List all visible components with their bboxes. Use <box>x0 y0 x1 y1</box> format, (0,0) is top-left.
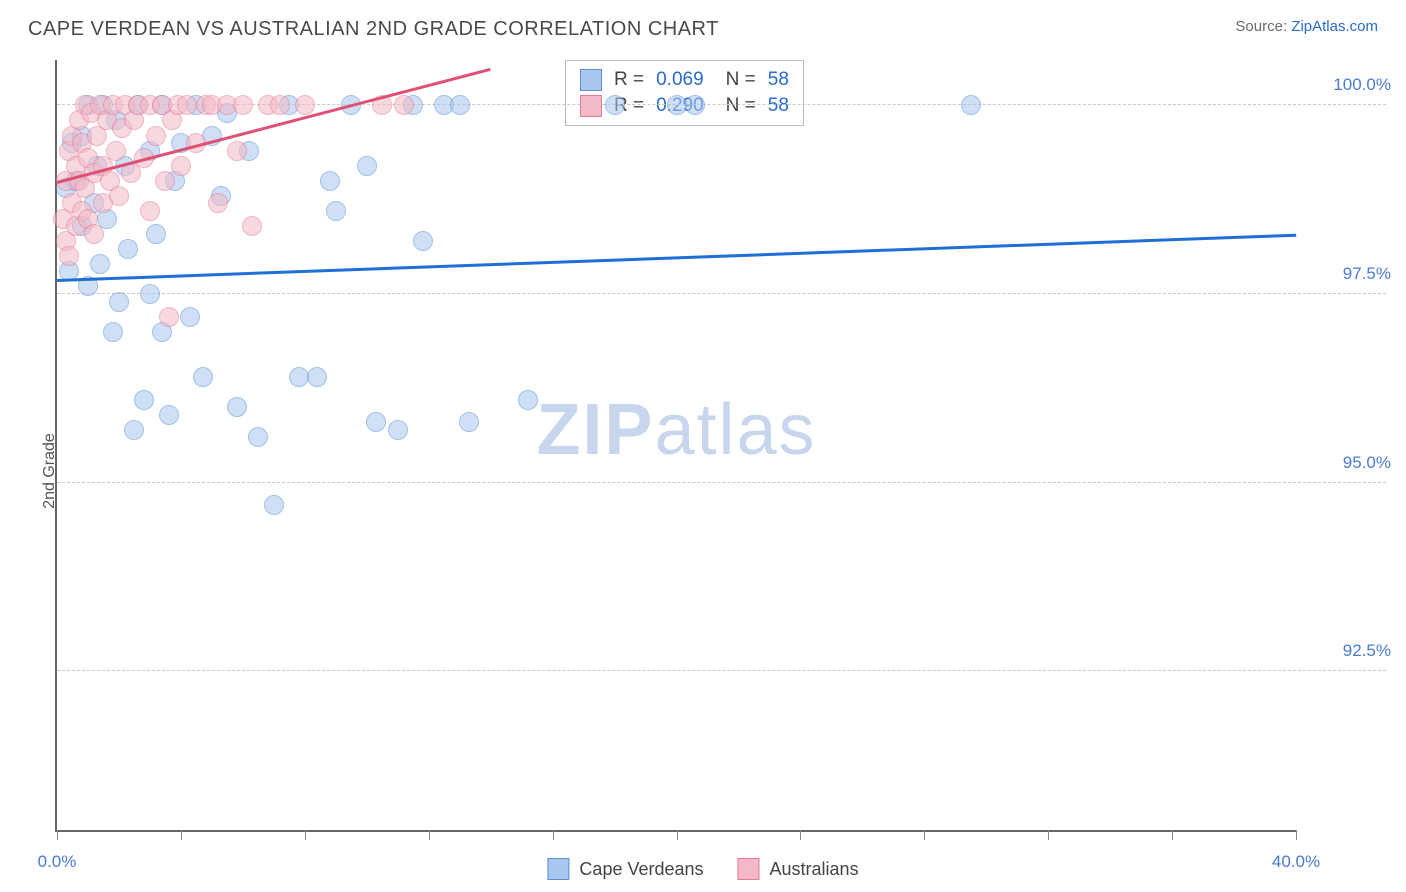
x-tick <box>1296 830 1297 840</box>
data-point-cape-verdeans <box>140 284 160 304</box>
data-point-cape-verdeans <box>109 292 129 312</box>
data-point-cape-verdeans <box>134 390 154 410</box>
correlation-stats-box: R =0.069N =58R =0.290N =58 <box>565 60 804 126</box>
legend: Cape Verdeans Australians <box>547 858 858 880</box>
gridline-h <box>57 670 1386 671</box>
data-point-cape-verdeans <box>685 95 705 115</box>
data-point-cape-verdeans <box>248 427 268 447</box>
data-point-australians <box>140 201 160 221</box>
data-point-cape-verdeans <box>450 95 470 115</box>
y-tick-label: 97.5% <box>1343 264 1391 284</box>
chart-area: 2nd Grade ZIPatlas R =0.069N =58R =0.290… <box>0 50 1406 892</box>
x-tick <box>553 830 554 840</box>
data-point-australians <box>242 216 262 236</box>
legend-swatch-blue <box>547 858 569 880</box>
data-point-cape-verdeans <box>357 156 377 176</box>
data-point-cape-verdeans <box>605 95 625 115</box>
data-point-cape-verdeans <box>459 412 479 432</box>
x-tick-label: 40.0% <box>1272 852 1320 872</box>
data-point-cape-verdeans <box>413 231 433 251</box>
plot-region: ZIPatlas R =0.069N =58R =0.290N =58 92.5… <box>55 60 1296 832</box>
data-point-australians <box>171 156 191 176</box>
data-point-cape-verdeans <box>961 95 981 115</box>
data-point-australians <box>295 95 315 115</box>
data-point-australians <box>106 141 126 161</box>
legend-label: Australians <box>770 859 859 880</box>
gridline-h <box>57 482 1386 483</box>
data-point-cape-verdeans <box>124 420 144 440</box>
data-point-cape-verdeans <box>146 224 166 244</box>
stats-swatch <box>580 69 602 91</box>
y-tick-label: 95.0% <box>1343 453 1391 473</box>
stats-n-value: 58 <box>768 69 789 91</box>
watermark-bold: ZIP <box>536 390 654 470</box>
legend-label: Cape Verdeans <box>579 859 703 880</box>
trend-line-cape-verdeans <box>57 234 1296 282</box>
data-point-cape-verdeans <box>159 405 179 425</box>
stats-swatch <box>580 95 602 117</box>
data-point-australians <box>394 95 414 115</box>
legend-item-australians: Australians <box>738 858 859 880</box>
stats-row: R = 0.069 N = 58 <box>580 67 789 93</box>
data-point-cape-verdeans <box>180 307 200 327</box>
x-tick <box>1048 830 1049 840</box>
data-point-australians <box>155 171 175 191</box>
data-point-australians <box>159 307 179 327</box>
x-tick <box>181 830 182 840</box>
data-point-australians <box>59 246 79 266</box>
data-point-cape-verdeans <box>90 254 110 274</box>
stats-n-label: N = <box>726 69 756 91</box>
data-point-australians <box>177 95 197 115</box>
data-point-cape-verdeans <box>227 397 247 417</box>
y-tick-label: 92.5% <box>1343 641 1391 661</box>
data-point-australians <box>84 224 104 244</box>
source-prefix: Source: <box>1235 18 1291 35</box>
x-tick <box>924 830 925 840</box>
x-tick <box>1172 830 1173 840</box>
legend-item-cape-verdeans: Cape Verdeans <box>547 858 703 880</box>
x-tick-label: 0.0% <box>38 852 77 872</box>
data-point-cape-verdeans <box>326 201 346 221</box>
source-link[interactable]: ZipAtlas.com <box>1291 18 1378 35</box>
data-point-australians <box>146 126 166 146</box>
data-point-cape-verdeans <box>193 367 213 387</box>
x-tick <box>677 830 678 840</box>
gridline-h <box>57 293 1386 294</box>
watermark: ZIPatlas <box>536 389 816 471</box>
gridline-h <box>57 104 1386 105</box>
data-point-australians <box>233 95 253 115</box>
source-attribution: Source: ZipAtlas.com <box>1235 18 1378 35</box>
data-point-cape-verdeans <box>264 495 284 515</box>
stats-r-label: R = <box>614 69 644 91</box>
data-point-cape-verdeans <box>307 367 327 387</box>
data-point-cape-verdeans <box>289 367 309 387</box>
legend-swatch-pink <box>738 858 760 880</box>
data-point-australians <box>208 193 228 213</box>
x-tick <box>57 830 58 840</box>
data-point-cape-verdeans <box>518 390 538 410</box>
data-point-cape-verdeans <box>667 95 687 115</box>
data-point-australians <box>227 141 247 161</box>
watermark-rest: atlas <box>654 390 816 470</box>
x-tick <box>305 830 306 840</box>
data-point-cape-verdeans <box>103 322 123 342</box>
data-point-cape-verdeans <box>366 412 386 432</box>
data-point-australians <box>109 186 129 206</box>
data-point-cape-verdeans <box>118 239 138 259</box>
x-tick <box>429 830 430 840</box>
chart-header: CAPE VERDEAN VS AUSTRALIAN 2ND GRADE COR… <box>0 0 1406 49</box>
stats-n-label: N = <box>726 95 756 117</box>
stats-r-value: 0.069 <box>656 69 704 91</box>
y-tick-label: 100.0% <box>1333 75 1391 95</box>
data-point-australians <box>270 95 290 115</box>
x-tick <box>800 830 801 840</box>
data-point-cape-verdeans <box>320 171 340 191</box>
chart-title: CAPE VERDEAN VS AUSTRALIAN 2ND GRADE COR… <box>28 18 719 41</box>
data-point-cape-verdeans <box>388 420 408 440</box>
stats-n-value: 58 <box>768 95 789 117</box>
